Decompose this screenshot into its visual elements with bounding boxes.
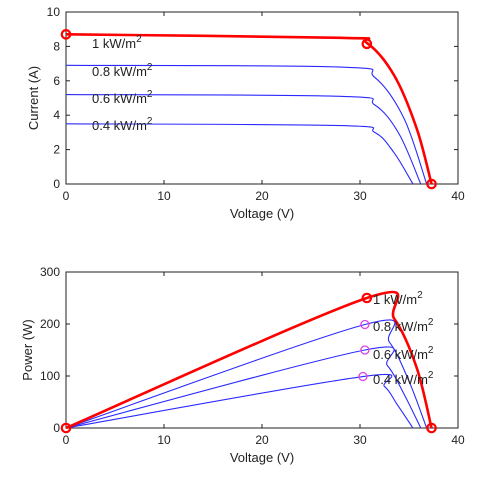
y-tick-label: 8	[53, 39, 60, 53]
iv-curve-chart: 0 10 20 30 40 0 2 4 6 8 10 Voltage (V) Current (A) 1 …	[26, 5, 465, 221]
curve-label-superscript: 2	[147, 89, 153, 100]
y-tick-label: 6	[53, 74, 60, 88]
curve-label-text: 0.4 kW/m	[373, 372, 428, 387]
curve-label-text: 0.8 kW/m	[92, 64, 147, 79]
x-tick-label: 10	[157, 433, 171, 447]
curve-label-superscript: 2	[428, 317, 434, 328]
x-tick-label: 30	[353, 433, 367, 447]
series-line-3	[65, 123, 414, 185]
y-tick-label: 10	[47, 5, 61, 19]
key-point-marker	[426, 178, 437, 190]
curve-label-0: 1 kW/m2	[92, 34, 142, 51]
series-line-1	[65, 319, 428, 429]
y-tick-label: 2	[53, 143, 60, 157]
x-tick-label: 30	[353, 189, 367, 203]
curve-label-3: 0.4 kW/m2	[92, 116, 153, 133]
y-axis-label: Current (A)	[26, 66, 41, 130]
series-line-2	[65, 94, 422, 185]
key-point-marker	[361, 38, 373, 50]
max-power-point-marker	[360, 319, 370, 330]
max-power-point-marker	[358, 371, 368, 382]
y-tick-label: 0	[53, 421, 60, 435]
x-tick-label: 0	[63, 433, 70, 447]
y-tick-label: 300	[40, 265, 60, 279]
x-tick-label: 40	[451, 189, 465, 203]
curve-label-2: 0.6 kW/m2	[373, 345, 434, 362]
curve-label-3: 0.4 kW/m2	[373, 370, 434, 387]
series-line-0	[65, 33, 433, 185]
curve-label-superscript: 2	[147, 62, 153, 73]
series-line-2	[65, 346, 422, 429]
pv-curve-chart: 0 10 20 30 40 0 100 200 300 Voltage (V) Power (W) 1…	[20, 265, 465, 465]
curve-label-text: 0.4 kW/m	[92, 118, 147, 133]
curve-label-superscript: 2	[417, 290, 423, 301]
key-point-marker	[60, 29, 72, 40]
key-point-marker	[60, 422, 72, 434]
series-line-0	[65, 290, 433, 430]
key-point-marker	[426, 422, 437, 434]
x-tick-label: 20	[255, 433, 269, 447]
curve-label-1: 0.8 kW/m2	[373, 317, 434, 334]
max-power-point-marker	[360, 345, 370, 355]
curve-label-superscript: 2	[428, 345, 434, 356]
curve-label-superscript: 2	[428, 370, 434, 381]
x-tick-label: 10	[157, 189, 171, 203]
curve-label-superscript: 2	[136, 34, 142, 45]
curve-label-1: 0.8 kW/m2	[92, 62, 153, 79]
curve-label-text: 0.8 kW/m	[373, 319, 428, 334]
curve-label-superscript: 2	[147, 116, 153, 127]
y-tick-label: 0	[53, 177, 60, 191]
y-tick-label: 100	[40, 369, 60, 383]
curve-label-text: 0.6 kW/m	[373, 347, 428, 362]
x-tick-label: 0	[63, 189, 70, 203]
series-line-3	[65, 373, 414, 429]
series-line-1	[65, 64, 428, 185]
x-tick-label: 40	[451, 433, 465, 447]
x-tick-label: 20	[255, 189, 269, 203]
curve-label-2: 0.6 kW/m2	[92, 89, 153, 106]
y-tick-label: 4	[53, 108, 60, 122]
key-point-marker	[361, 292, 373, 304]
curve-label-text: 0.6 kW/m	[92, 91, 147, 106]
x-axis-label: Voltage (V)	[230, 206, 294, 221]
curve-label-0: 1 kW/m2	[373, 290, 423, 307]
x-axis-label: Voltage (V)	[230, 450, 294, 465]
y-tick-label: 200	[40, 317, 60, 331]
y-axis-label: Power (W)	[20, 319, 35, 380]
curve-label-text: 1 kW/m	[92, 36, 136, 51]
curve-label-text: 1 kW/m	[373, 292, 417, 307]
